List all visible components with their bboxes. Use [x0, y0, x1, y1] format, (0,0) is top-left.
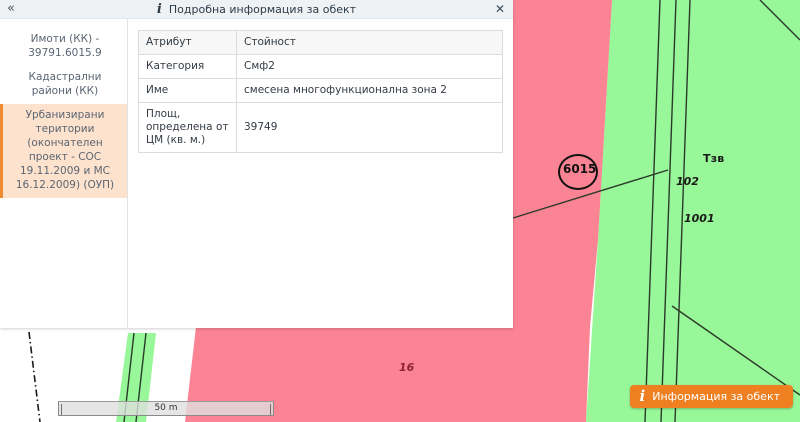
- table-row: Площ, определена от ЦМ (кв. м.) 39749: [138, 102, 503, 153]
- pink-zone-lower-left: [185, 327, 200, 422]
- layer-sidebar: Имоти (КК) - 39791.6015.9 Кадастрални ра…: [0, 19, 128, 328]
- column-header-value: Стойност: [236, 30, 503, 55]
- table-header-row: Атрибут Стойност: [138, 30, 503, 55]
- scale-bar-tick-left: [61, 404, 62, 415]
- dashed-cadastral-line: [28, 331, 41, 422]
- popup-title-group: i Подробна информация за обект: [0, 0, 513, 18]
- table-row: Име смесена многофункционална зона 2: [138, 78, 503, 103]
- info-i-icon: i: [156, 1, 162, 17]
- scale-bar-label: 50 m: [154, 403, 178, 413]
- column-header-attribute: Атрибут: [138, 30, 237, 55]
- map-boundary-lines: [512, 0, 800, 422]
- collapse-panel-icon[interactable]: «: [7, 1, 15, 16]
- object-info-popup: « i Подробна информация за обект ✕ Имоти…: [0, 0, 513, 328]
- pink-zone-upper: [510, 0, 612, 327]
- popup-titlebar: « i Подробна информация за обект ✕: [0, 0, 513, 19]
- scale-bar-tick-right: [270, 404, 271, 415]
- row-attribute-value: 39749: [236, 102, 503, 153]
- scale-bar: 50 m: [58, 401, 274, 416]
- table-row: Категория Смф2: [138, 54, 503, 79]
- row-attribute-name: Площ, определена от ЦМ (кв. м.): [138, 102, 237, 153]
- attribute-table-area: Атрибут Стойност Категория Смф2 Име смес…: [128, 19, 513, 328]
- green-zone-main: [586, 0, 800, 422]
- row-attribute-name: Име: [138, 78, 237, 103]
- close-icon[interactable]: ✕: [494, 2, 505, 16]
- info-object-button-label: Информация за обект: [652, 390, 780, 403]
- sidebar-item-imoti-kk[interactable]: Имоти (КК) - 39791.6015.9: [28, 33, 102, 59]
- sidebar-item-kadastralni-rajoni[interactable]: Кадастрални райони (КК): [28, 71, 102, 97]
- row-attribute-value: Смф2: [236, 54, 503, 79]
- attribute-table: Атрибут Стойност Категория Смф2 Име смес…: [138, 30, 503, 153]
- info-i-icon: i: [639, 386, 646, 405]
- pink-zone-lower: [190, 327, 590, 422]
- sidebar-item-urbanizirani-teritorii[interactable]: Урбанизирани територии (окончателен прое…: [0, 104, 127, 198]
- info-object-button[interactable]: i Информация за обект: [629, 385, 793, 408]
- popup-body: Имоти (КК) - 39791.6015.9 Кадастрални ра…: [0, 19, 513, 328]
- popup-title: Подробна информация за обект: [168, 2, 357, 16]
- row-attribute-name: Категория: [138, 54, 237, 79]
- row-attribute-value: смесена многофункционална зона 2: [236, 78, 503, 103]
